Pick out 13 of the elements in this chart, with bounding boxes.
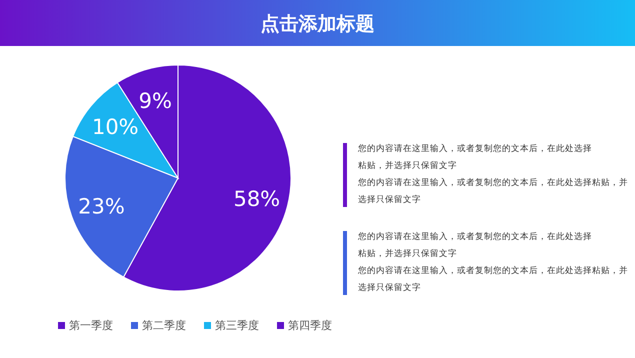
data-label: 9% [138, 88, 172, 113]
legend-label: 第四季度 [288, 319, 332, 332]
text: 您的内容请在这里输入，或者复制您的文本后，在此处选择粘贴，并选择只保留文字 [358, 230, 593, 261]
data-label: 23% [78, 194, 125, 219]
data-label: 10% [92, 115, 139, 140]
data-label: 58% [233, 187, 280, 212]
legend-label: 第一季度 [69, 319, 113, 332]
text: 您的内容请在这里输入，或者复制您的文本后，在此处选择粘贴，并选择只保留文字 [358, 264, 629, 295]
legend-label: 第三季度 [215, 319, 259, 332]
text: 您的内容请在这里输入，或者复制您的文本后，在此处选择粘贴，并选择只保留文字 [358, 142, 593, 173]
legend-label: 第二季度 [142, 319, 186, 332]
chart-title: 点击添加标题 [260, 13, 374, 35]
text: 您的内容请在这里输入，或者复制您的文本后，在此处选择粘贴，并选择只保留文字 [358, 176, 629, 207]
